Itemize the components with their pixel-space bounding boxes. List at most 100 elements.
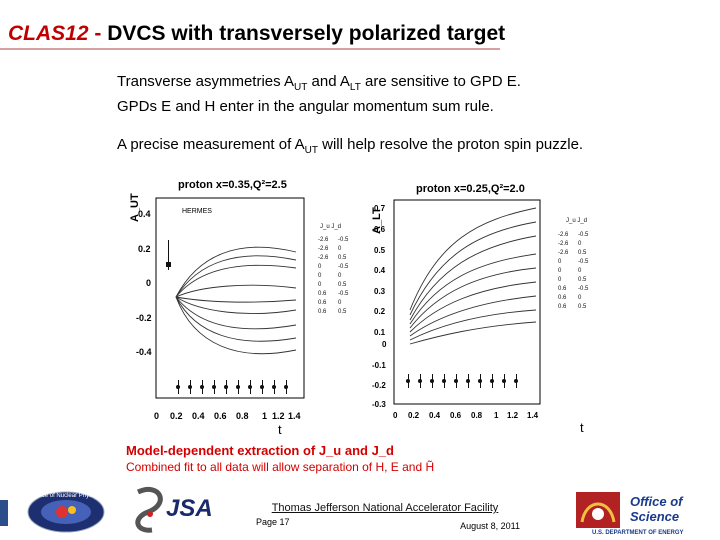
right-xtick-7: 1.4 <box>527 411 539 420</box>
presentation-date: August 8, 2011 <box>460 521 520 531</box>
left-ytick-2: 0 <box>146 278 151 288</box>
right-ytick-2: 0.5 <box>374 246 386 255</box>
left-plot-ylabel: A_UT <box>129 193 141 222</box>
title-underline <box>0 48 500 50</box>
right-legend-jd-0: -0.5 <box>578 232 589 238</box>
right-plot: proton x=0.25,Q²=2.0 A_LT 0.7 0.6 0.5 0.… <box>371 183 589 435</box>
right-plot-curves <box>409 207 537 345</box>
science-logo-line1: Office of <box>630 494 684 509</box>
bullet-line-3: A precise measurement of AUT will help r… <box>117 135 583 160</box>
right-ytick-9: -0.2 <box>372 381 386 390</box>
left-legend-jd-1: 0 <box>338 246 342 252</box>
title-separator: - <box>88 22 108 45</box>
jsa-logo: JSA <box>135 487 213 533</box>
right-ytick-6: 0.1 <box>374 328 386 337</box>
figure-caption-2: Combined fit to all data will allow sepa… <box>126 459 434 474</box>
left-legend-ju-2: -2.6 <box>318 255 329 261</box>
bullet-text: Transverse asymmetries AUT and ALT are s… <box>117 72 583 160</box>
right-legend-jd-4: 0 <box>578 268 582 274</box>
right-legend-ju-3: 0 <box>558 259 562 265</box>
right-xtick-5: 1 <box>494 411 499 420</box>
left-xtick-3: 0.6 <box>214 411 227 421</box>
right-ytick-1: 0.6 <box>374 225 386 234</box>
right-curve-1 <box>409 207 537 311</box>
right-legend-jd-1: 0 <box>578 241 582 247</box>
right-legend-ju-8: 0.6 <box>558 304 567 310</box>
left-legend-jd-0: -0.5 <box>338 237 349 243</box>
right-plot-errorbars <box>406 374 518 388</box>
right-xtick-4: 0.8 <box>471 411 483 420</box>
lab-name: Thomas Jefferson National Accelerator Fa… <box>271 502 499 514</box>
footer-row: Page 17 August 8, 2011 <box>250 517 520 533</box>
bullet-1-part-b: and A <box>307 73 350 90</box>
left-legend-jd-7: 0 <box>338 300 342 306</box>
right-legend-jd-3: -0.5 <box>578 259 589 265</box>
right-legend-jd-5: 0.5 <box>578 277 587 283</box>
right-legend-ju-4: 0 <box>558 268 562 274</box>
bullet-3-part-b: will help resolve the proton spin puzzle… <box>317 136 584 153</box>
left-xtick-5: 1 <box>262 411 267 421</box>
left-curve-4 <box>175 284 297 298</box>
left-plot-title: proton x=0.35,Q²=2.5 <box>178 179 287 191</box>
left-legend-jd-5: 0.5 <box>338 282 347 288</box>
left-curve-6 <box>175 296 297 314</box>
right-ytick-0: 0.7 <box>374 204 386 213</box>
left-legend-jd-2: 0.5 <box>338 255 347 261</box>
right-legend-ju-7: 0.6 <box>558 295 567 301</box>
bullet-1-part-c: are sensitive to GPD E. <box>360 73 521 90</box>
bullet-line-1: Transverse asymmetries AUT and ALT are s… <box>117 72 583 97</box>
left-legend-ju-1: -2.6 <box>318 246 329 252</box>
left-ytick-1: 0.2 <box>138 244 151 254</box>
right-plot-title: proton x=0.25,Q²=2.0 <box>416 183 525 195</box>
right-legend-jd-7: 0 <box>578 295 582 301</box>
right-legend-jd-6: -0.5 <box>578 286 589 292</box>
left-legend-ju-4: 0 <box>318 273 322 279</box>
jsa-logo-text: JSA <box>166 495 213 522</box>
right-xtick-3: 0.6 <box>450 411 462 420</box>
footer-accent <box>0 500 8 526</box>
left-legend-jd-6: -0.5 <box>338 291 349 297</box>
right-legend-ju-2: -2.6 <box>558 250 569 256</box>
office-of-science-logo: Office of Science U.S. DEPARTMENT OF ENE… <box>576 492 684 536</box>
left-legend-jd-8: 0.5 <box>338 309 347 315</box>
right-legend-ju-1: -2.6 <box>558 241 569 247</box>
bullet-1-part-a: Transverse asymmetries A <box>117 73 294 90</box>
right-legend-ju-5: 0 <box>558 277 562 283</box>
left-xtick-0: 0 <box>154 411 159 421</box>
right-ytick-10: -0.3 <box>372 400 386 409</box>
bullet-1-sub-ut: UT <box>294 82 308 93</box>
left-ytick-3: -0.2 <box>136 313 152 323</box>
right-curve-9 <box>409 321 537 345</box>
right-curve-7 <box>409 295 537 337</box>
page-number: Page 17 <box>256 517 290 527</box>
footer-info: Thomas Jefferson National Accelerator Fa… <box>250 502 520 533</box>
left-xtick-7: 1.4 <box>288 411 301 421</box>
left-plot-xlabel: t <box>278 422 282 437</box>
bullet-3-sub-ut: UT <box>304 145 318 156</box>
left-legend-ju-3: 0 <box>318 264 322 270</box>
right-ytick-3: 0.4 <box>374 266 386 275</box>
right-ytick-4: 0.3 <box>374 287 386 296</box>
right-xtick-1: 0.2 <box>408 411 420 420</box>
left-ytick-0: 0.4 <box>138 209 151 219</box>
left-xtick-4: 0.8 <box>236 411 249 421</box>
left-legend-ju-7: 0.6 <box>318 300 327 306</box>
right-plot-frame <box>393 199 541 405</box>
right-ytick-7: 0 <box>382 340 387 349</box>
right-xtick-2: 0.4 <box>429 411 441 420</box>
right-xtick-0: 0 <box>393 411 398 420</box>
right-legend-ju-0: -2.6 <box>558 232 569 238</box>
figure-caption-1: Model-dependent extraction of J_u and J_… <box>126 443 394 458</box>
left-legend-jd-3: -0.5 <box>338 264 349 270</box>
onp-logo-text: Office of Nuclear Physics <box>33 493 100 499</box>
left-curve-9 <box>175 296 297 355</box>
right-curve-5 <box>409 267 537 329</box>
right-xtick-6: 1.2 <box>507 411 519 420</box>
title-text: DVCS with transversely polarized target <box>107 22 506 45</box>
right-plot-ylabel: A_LT <box>371 207 383 234</box>
left-curve-3 <box>175 264 297 298</box>
right-curve-6 <box>409 281 537 333</box>
left-legend-ju-5: 0 <box>318 282 322 288</box>
left-plot-errorbars <box>166 240 288 394</box>
left-curve-5 <box>175 296 297 303</box>
